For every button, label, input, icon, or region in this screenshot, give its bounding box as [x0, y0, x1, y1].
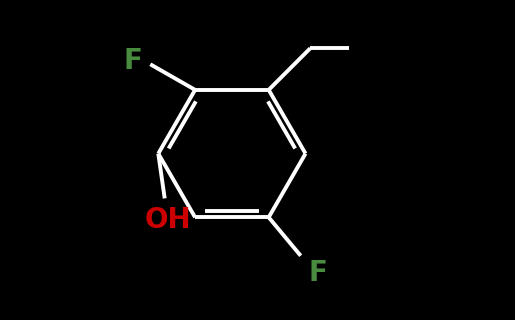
Text: F: F [308, 259, 328, 287]
Text: OH: OH [145, 206, 191, 234]
Text: F: F [124, 47, 142, 75]
